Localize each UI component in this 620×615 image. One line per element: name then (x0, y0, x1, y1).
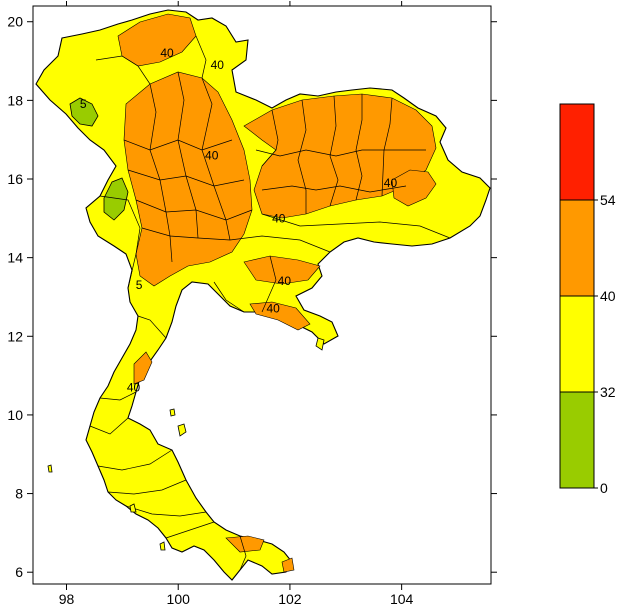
contour-label: 40 (266, 302, 280, 316)
y-tick-label: 18 (7, 92, 23, 108)
map-area (35, 9, 491, 581)
y-tick-label: 16 (7, 171, 23, 187)
contour-label: 40 (211, 58, 225, 72)
green-patch-west (103, 177, 129, 221)
y-tick-label: 6 (15, 564, 23, 580)
color-legend: 54 40 32 0 (559, 103, 616, 496)
orange-region-peninsula (225, 535, 265, 553)
contour-label: 40 (205, 148, 219, 162)
y-tick-label: 14 (7, 250, 23, 266)
legend-color-box (559, 103, 595, 201)
contour-label: 5 (136, 278, 143, 292)
legend-color-box (559, 391, 595, 489)
contour-label: 5 (80, 97, 87, 111)
contour-label: 40 (160, 46, 174, 60)
legend-level-label: 40 (600, 288, 616, 304)
x-tick-label: 102 (278, 591, 302, 607)
y-tick-label: 20 (7, 14, 23, 30)
islands (47, 337, 325, 551)
x-tick-label: 98 (59, 591, 75, 607)
contour-label: 40 (278, 274, 292, 288)
legend-level-label: 0 (600, 480, 608, 496)
contour-label: 40 (384, 176, 398, 190)
contour-label: 40 (127, 380, 141, 394)
legend-level-label: 54 (600, 192, 616, 208)
legend-color-box (559, 295, 595, 393)
orange-region-gulf-coast (249, 301, 311, 331)
x-tick-label: 100 (167, 591, 191, 607)
province-boundaries (89, 35, 451, 571)
orange-region-southwest (133, 351, 153, 385)
orange-region-east-coast (243, 255, 321, 285)
orange-region-south-tip (281, 557, 295, 573)
green-patch-north (69, 97, 99, 127)
orange-region-central (123, 71, 253, 287)
legend-level-label: 32 (600, 384, 616, 400)
y-tick-label: 10 (7, 407, 23, 423)
axes: 98 100 102 104 20 18 16 14 12 10 8 6 (7, 1, 497, 607)
y-tick-label: 8 (15, 486, 23, 502)
contour-labels: 40 40 40 40 40 40 40 40 5 5 (80, 46, 398, 394)
orange-region-east (391, 169, 437, 207)
legend-color-box (559, 199, 595, 297)
y-tick-label: 12 (7, 328, 23, 344)
x-tick-label: 104 (390, 591, 414, 607)
contour-label: 40 (272, 211, 286, 225)
